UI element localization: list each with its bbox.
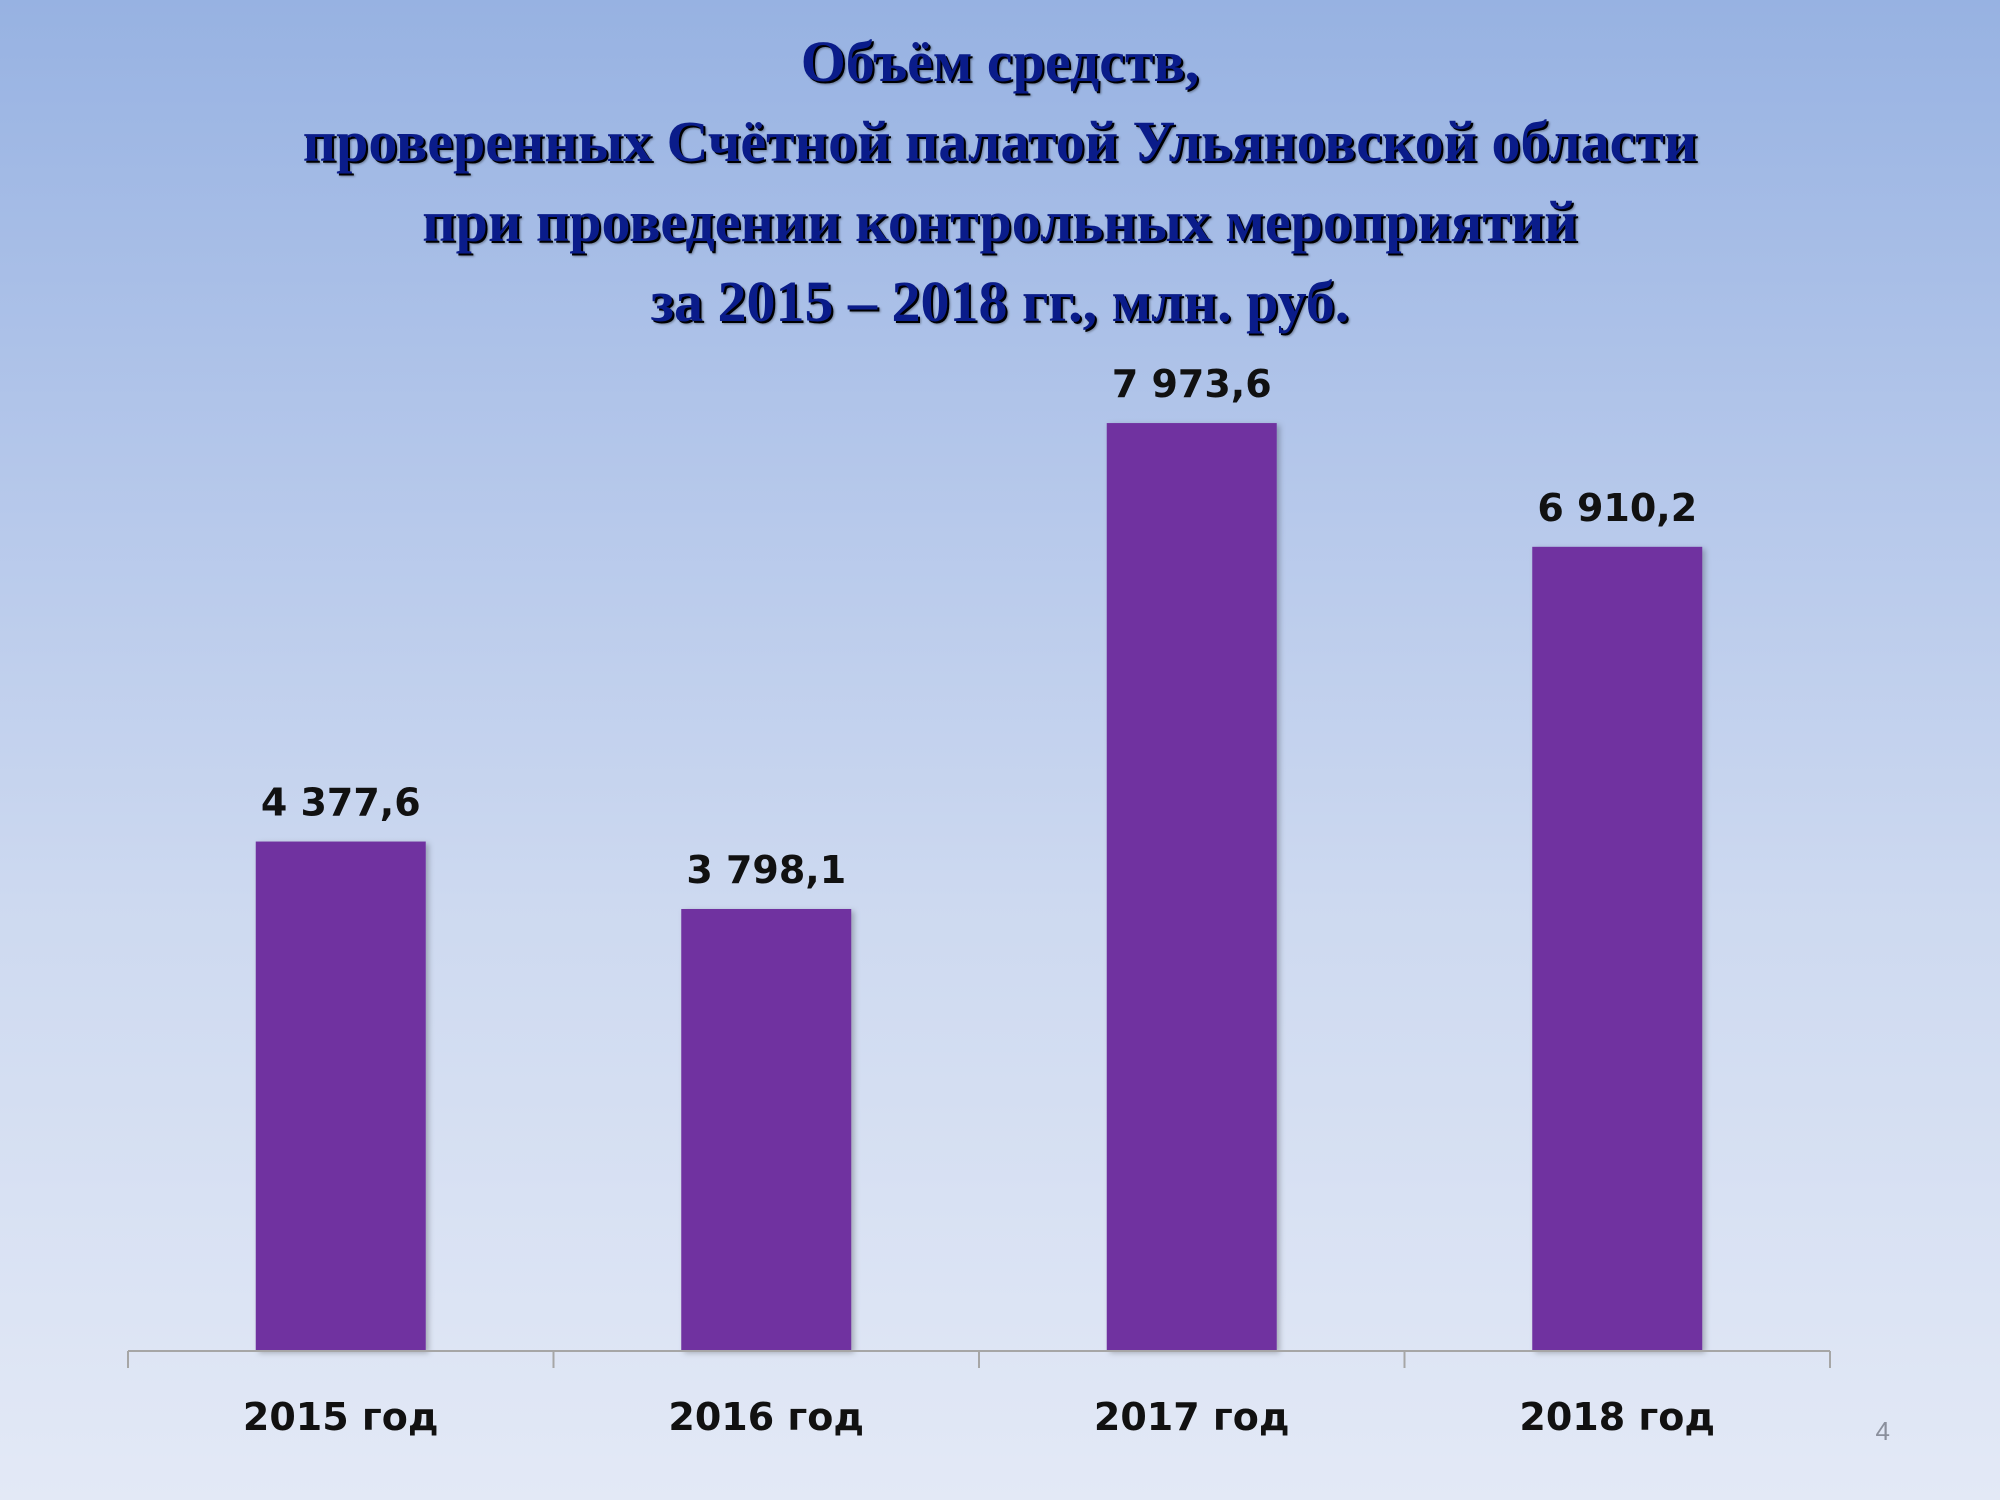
chart-title: Объём средств, проверенных Счётной палат… — [0, 22, 2000, 342]
category-label-1: 2016 год — [668, 1395, 864, 1439]
value-label-3: 6 910,2 — [1537, 486, 1697, 530]
value-label-1: 3 798,1 — [686, 848, 846, 892]
title-line-4: за 2015 – 2018 гг., млн. руб. — [650, 269, 1350, 334]
page-number: 4 — [1875, 1416, 1890, 1446]
title-line-3: при проведении контрольных мероприятий — [422, 189, 1578, 254]
title-line-2: проверенных Счётной палатой Ульяновской … — [302, 109, 1698, 174]
bar-0 — [255, 841, 426, 1351]
bar-2 — [1106, 423, 1277, 1352]
bars — [255, 423, 1703, 1352]
bar-1 — [681, 908, 852, 1351]
value-labels: 4 377,6 3 798,1 7 973,6 6 910,2 — [261, 362, 1697, 892]
category-label-0: 2015 год — [243, 1395, 439, 1439]
category-labels: 2015 год 2016 год 2017 год 2018 год — [243, 1395, 1715, 1439]
category-label-3: 2018 год — [1519, 1395, 1715, 1439]
x-axis — [127, 1350, 1831, 1368]
category-label-2: 2017 год — [1094, 1395, 1290, 1439]
value-label-0: 4 377,6 — [261, 781, 421, 825]
title-line-1: Объём средств, — [800, 29, 1200, 94]
bar-3 — [1532, 546, 1703, 1351]
value-label-2: 7 973,6 — [1112, 362, 1272, 406]
